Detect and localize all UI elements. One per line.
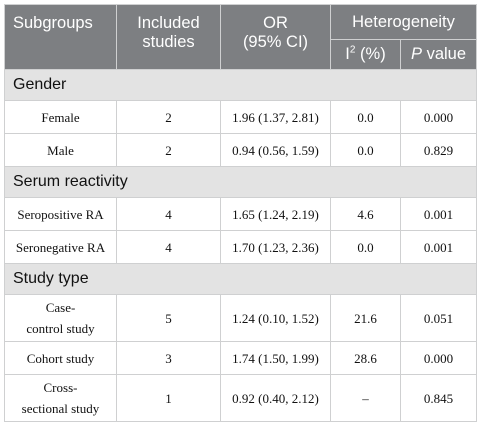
- section-title: Study type: [3, 263, 478, 295]
- table-row: Case-control study 5 1.24 (0.10, 1.52) 21.6…: [4, 294, 478, 342]
- header-or-line2: (95% CI): [242, 33, 309, 51]
- cell-included-studies: 1: [116, 374, 221, 422]
- header-i2-unit: (%): [355, 45, 386, 63]
- cell-p-value: 0.001: [399, 230, 478, 264]
- cell-p-value: 0.845: [399, 374, 478, 422]
- cell-or-ci: 1.24 (0.10, 1.52): [220, 294, 331, 342]
- header-i2: I2 (%): [330, 39, 401, 70]
- cell-subgroup-line: Male: [47, 142, 74, 158]
- cell-included-studies: 2: [116, 133, 221, 167]
- table-header: Subgroups Included studies OR (95% CI) H…: [4, 4, 478, 70]
- cell-i2: 0.0: [330, 100, 401, 134]
- cell-i2: 4.6: [330, 197, 401, 231]
- cell-subgroup: Seronegative RA: [4, 230, 117, 264]
- header-p-italic: P: [410, 45, 422, 63]
- cell-p-value: 0.001: [399, 197, 478, 231]
- cell-subgroup-line: Case-: [45, 300, 76, 315]
- cell-subgroup-line: Seropositive RA: [17, 206, 104, 222]
- subgroup-table-container: Subgroups Included studies OR (95% CI) H…: [3, 4, 478, 422]
- cell-p-value: 0.051: [399, 294, 478, 342]
- header-i2-base: I: [345, 45, 350, 63]
- header-p-value: P value: [399, 39, 478, 70]
- cell-p-value: 0.000: [399, 341, 478, 375]
- cell-subgroup: Seropositive RA: [4, 197, 117, 231]
- section-title: Serum reactivity: [3, 166, 478, 198]
- header-or-line1: OR: [263, 14, 288, 32]
- header-included-studies: Included studies: [116, 4, 221, 70]
- cell-i2: –: [330, 374, 401, 422]
- header-heterogeneity: Heterogeneity: [329, 4, 478, 40]
- cell-subgroup: Male: [4, 133, 117, 167]
- cell-subgroup-line: control study: [26, 321, 95, 336]
- cell-subgroup: Case-control study: [4, 294, 117, 342]
- cell-or-ci: 0.92 (0.40, 2.12): [220, 374, 331, 422]
- cell-or-ci: 1.70 (1.23, 2.36): [220, 230, 331, 264]
- cell-subgroup-line: Cohort study: [26, 350, 95, 366]
- table-row: Male 2 0.94 (0.56, 1.59) 0.0 0.829: [4, 133, 478, 167]
- table-row: Seropositive RA 4 1.65 (1.24, 2.19) 4.6 0.00…: [4, 197, 478, 231]
- header-included-studies-line2: studies: [142, 33, 195, 51]
- cell-subgroup-line: sectional study: [21, 401, 100, 416]
- cell-included-studies: 4: [116, 230, 221, 264]
- cell-subgroup: Female: [4, 100, 117, 134]
- section-row: Gender: [3, 69, 478, 101]
- cell-i2: 21.6: [330, 294, 401, 342]
- cell-included-studies: 2: [116, 100, 221, 134]
- table-row: Female 2 1.96 (1.37, 2.81) 0.0 0.000: [4, 100, 478, 134]
- cell-subgroup-line: Seronegative RA: [15, 239, 106, 255]
- cell-or-ci: 1.96 (1.37, 2.81): [220, 100, 331, 134]
- cell-included-studies: 3: [116, 341, 221, 375]
- cell-included-studies: 4: [116, 197, 221, 231]
- table-body: Gender Female 2 1.96 (1.37, 2.81) 0.0 0.000 Ma…: [3, 69, 478, 422]
- section-row: Study type: [3, 263, 478, 295]
- table-row: Cohort study 3 1.74 (1.50, 1.99) 28.6 0.000: [4, 341, 478, 375]
- cell-or-ci: 0.94 (0.56, 1.59): [220, 133, 331, 167]
- cell-p-value: 0.000: [399, 100, 478, 134]
- cell-i2: 28.6: [330, 341, 401, 375]
- cell-subgroup-line: Cross-: [43, 380, 78, 395]
- subgroup-analysis-table: Subgroups Included studies OR (95% CI) H…: [3, 4, 478, 422]
- section-row: Serum reactivity: [3, 166, 478, 198]
- cell-i2: 0.0: [330, 230, 401, 264]
- cell-included-studies: 5: [116, 294, 221, 342]
- cell-i2: 0.0: [330, 133, 401, 167]
- cell-subgroup-line: Female: [41, 109, 80, 125]
- table-row: Seronegative RA 4 1.70 (1.23, 2.36) 0.0 0.00…: [4, 230, 478, 264]
- header-or: OR (95% CI): [220, 4, 331, 70]
- cell-subgroup: Cohort study: [4, 341, 117, 375]
- cell-or-ci: 1.65 (1.24, 2.19): [220, 197, 331, 231]
- section-title: Gender: [3, 69, 478, 101]
- cell-p-value: 0.829: [399, 133, 478, 167]
- header-i2-sup: 2: [349, 44, 356, 56]
- header-subgroups: Subgroups: [4, 4, 117, 70]
- header-p-rest: value: [422, 45, 467, 63]
- cell-or-ci: 1.74 (1.50, 1.99): [220, 341, 331, 375]
- table-row: Cross-sectional study 1 0.92 (0.40, 2.12) –…: [4, 374, 478, 422]
- cell-subgroup: Cross-sectional study: [4, 374, 117, 422]
- header-included-studies-line1: Included: [137, 14, 200, 32]
